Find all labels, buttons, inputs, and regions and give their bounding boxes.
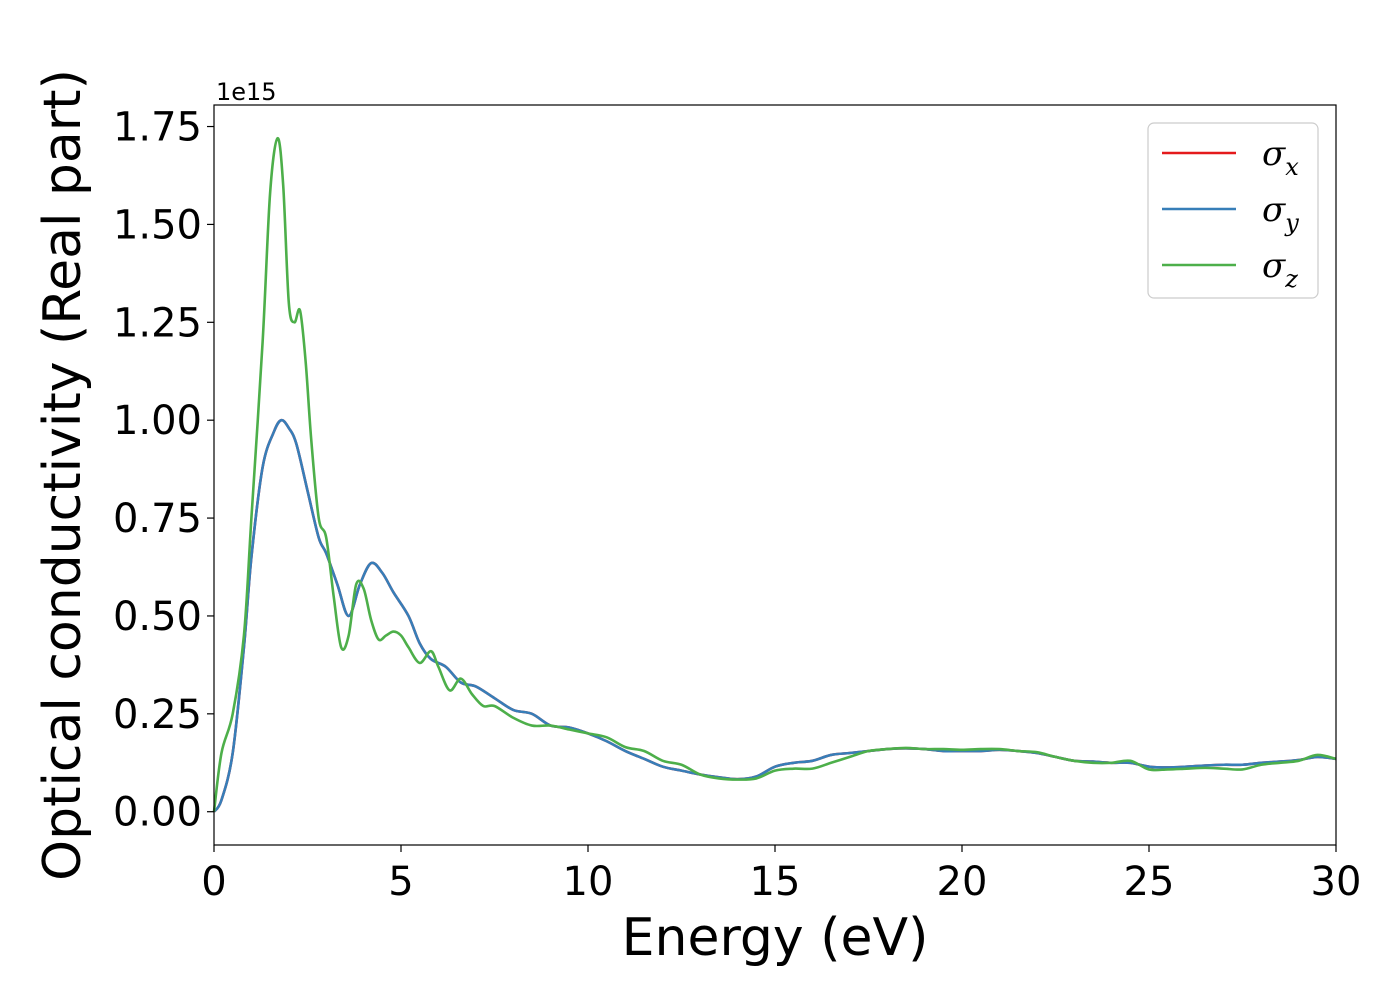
x-axis-label: Energy (eV) bbox=[622, 908, 929, 968]
y-tick-label: 1.25 bbox=[113, 300, 202, 346]
x-axis: 0 5 10 15 20 25 30 bbox=[201, 845, 1361, 905]
x-tick-label: 30 bbox=[1311, 859, 1362, 905]
y-tick-label: 0.00 bbox=[113, 790, 202, 836]
y-tick-label: 1.75 bbox=[113, 105, 202, 151]
x-tick-label: 10 bbox=[563, 859, 614, 905]
series-line-y bbox=[212, 418, 1337, 813]
x-tick-label: 5 bbox=[388, 859, 413, 905]
legend-box bbox=[1147, 122, 1319, 299]
y-tick-label: 0.75 bbox=[113, 496, 202, 542]
y-tick-label: 0.25 bbox=[113, 692, 202, 738]
legend-label-z: σz bbox=[1262, 246, 1298, 293]
series-line-x bbox=[212, 418, 1337, 813]
y-tick-label: 1.00 bbox=[113, 398, 202, 444]
y-axis: 0.00 0.25 0.50 0.75 1.00 1.25 1.50 1.75 bbox=[113, 105, 214, 836]
y-tick-label: 1.50 bbox=[113, 202, 202, 248]
legend-label-x: σx bbox=[1262, 134, 1299, 181]
x-tick-label: 0 bbox=[201, 859, 226, 905]
legend-label-y: σy bbox=[1262, 190, 1299, 237]
legend: σx σy σz bbox=[1147, 122, 1319, 299]
series-layer bbox=[212, 136, 1337, 813]
x-tick-label: 20 bbox=[937, 859, 988, 905]
y-axis-label: Optical conductivity (Real part) bbox=[33, 69, 93, 881]
x-tick-label: 15 bbox=[750, 859, 801, 905]
y-offset-text: 1e15 bbox=[216, 78, 277, 106]
series-line-z bbox=[212, 136, 1337, 812]
x-tick-label: 25 bbox=[1124, 859, 1175, 905]
y-tick-label: 0.50 bbox=[113, 594, 202, 640]
